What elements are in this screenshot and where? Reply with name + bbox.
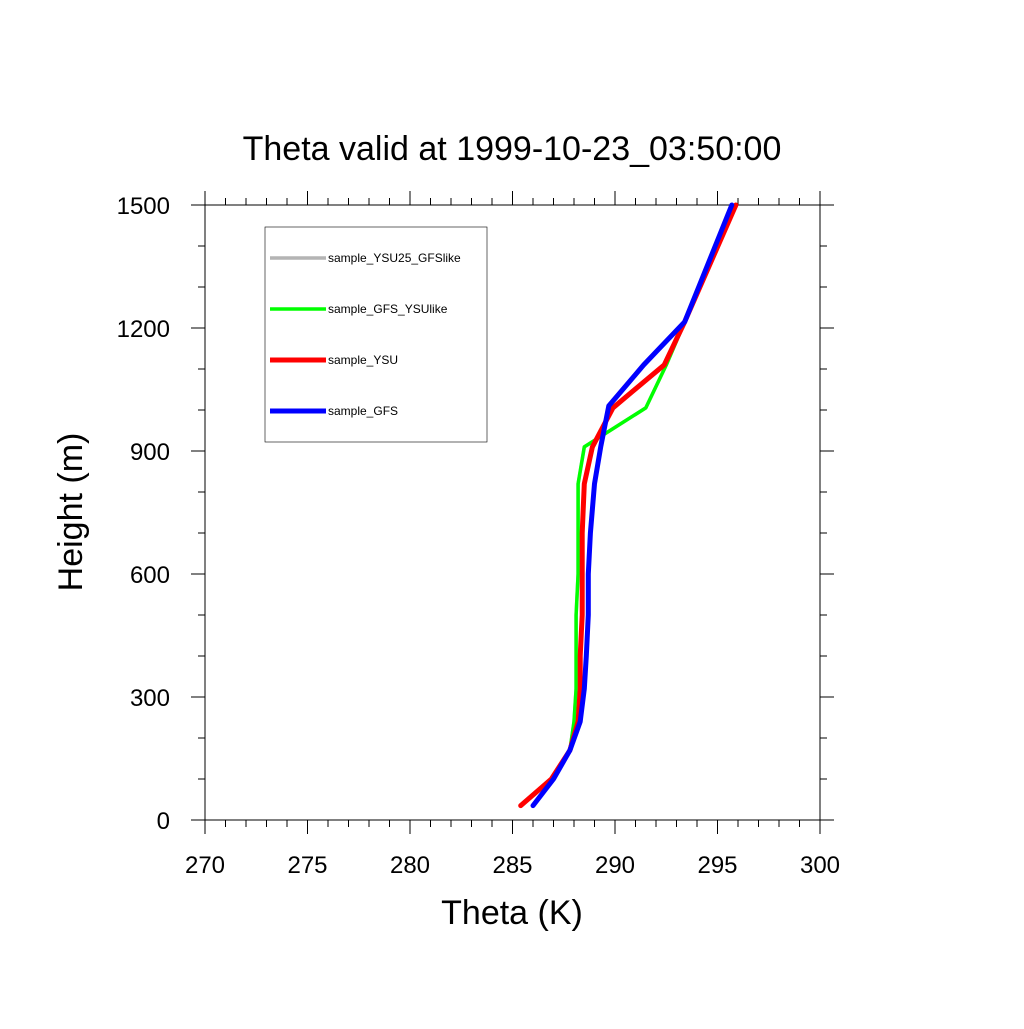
legend-label: sample_YSU25_GFSlike (328, 251, 461, 265)
x-tick-label: 285 (492, 852, 532, 879)
x-axis-label: Theta (K) (441, 894, 583, 932)
x-axis: 270 275 280 285 290 295 300 (185, 191, 840, 879)
legend-label: sample_GFS_YSUlike (328, 302, 448, 316)
y-tick-label: 1500 (117, 193, 170, 220)
y-tick-label: 0 (157, 808, 170, 835)
legend-box (264, 226, 488, 443)
series-lines (518, 202, 739, 809)
legend: sample_YSU25_GFSlike sample_GFS_YSUlikesa… (264, 226, 488, 443)
x-tick-label: 300 (800, 852, 840, 879)
x-tick-label: 280 (390, 852, 430, 879)
x-tick-label: 290 (595, 852, 635, 879)
series-line-sample_GFS (530, 202, 735, 809)
series-line-sample_GFS_YSUlike (518, 203, 738, 808)
y-axis-label: Height (m) (52, 433, 90, 592)
chart-title: Theta valid at 1999-10-23_03:50:00 (243, 130, 782, 168)
y-tick-label: 900 (130, 439, 170, 466)
y-tick-label: 300 (130, 685, 170, 712)
y-tick-label: 600 (130, 562, 170, 589)
series-line-sample_YSU (518, 202, 739, 809)
y-axis: 0 300 600 900 1200 1500 (117, 193, 834, 835)
series-line-sample_YSU25_GFSlike (518, 203, 738, 808)
legend-label: sample_YSU (328, 353, 398, 367)
x-tick-label: 295 (697, 852, 737, 879)
x-tick-label: 270 (185, 852, 225, 879)
y-tick-label: 1200 (117, 316, 170, 343)
x-tick-label: 275 (287, 852, 327, 879)
legend-label: sample_GFS (328, 404, 398, 418)
